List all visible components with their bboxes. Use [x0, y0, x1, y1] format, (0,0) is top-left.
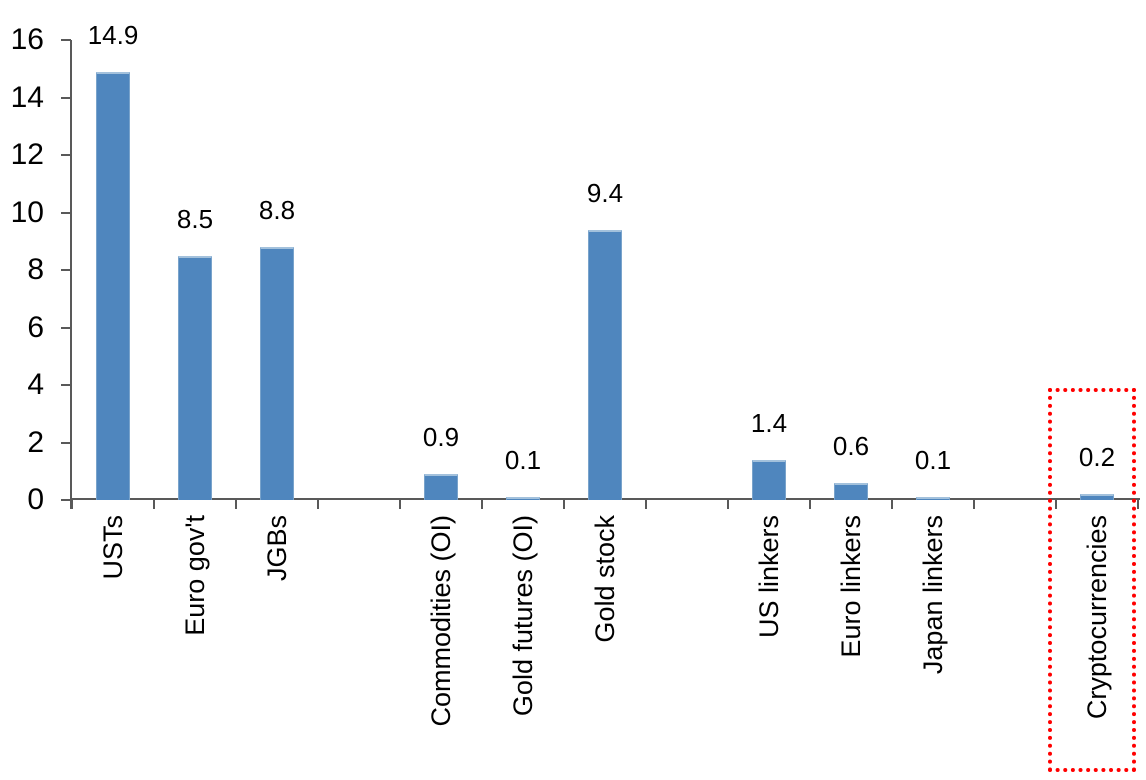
bar-euro-linkers [834, 482, 868, 500]
category-label: Euro gov't [180, 515, 210, 636]
y-tick-mark [61, 499, 71, 501]
x-tick-mark [1137, 500, 1139, 509]
bar-usts [96, 71, 130, 500]
bar-euro-gov-t [178, 255, 212, 500]
y-tick-mark [61, 154, 71, 156]
y-tick-mark [61, 211, 71, 214]
bar-commodities-oi [424, 474, 458, 500]
bar-value-label: 0.9 [422, 422, 460, 453]
bar-japan-linkers [916, 497, 950, 500]
x-tick-mark [153, 500, 155, 509]
bar-value-label: 8.8 [258, 195, 296, 225]
y-tick-label: 0 [27, 483, 44, 516]
bar-gold-futures-oi [506, 497, 540, 500]
x-tick-mark [71, 500, 73, 509]
bar-us-linkers [752, 459, 786, 500]
x-tick-mark [399, 500, 401, 509]
y-tick-mark [61, 39, 71, 41]
category-label: Commodities (OI) [426, 515, 456, 727]
y-tick-mark [61, 384, 71, 386]
category-label: Gold stock [590, 515, 620, 643]
y-tick-label: 6 [27, 310, 44, 344]
category-label: JGBs [262, 515, 292, 582]
x-tick-mark [891, 500, 893, 509]
x-tick-mark [645, 500, 647, 509]
y-tick-mark [61, 326, 71, 329]
category-label: Japan linkers [918, 515, 948, 675]
bar-value-label: 0.1 [504, 445, 542, 476]
bar-value-label: 1.4 [750, 407, 788, 438]
y-tick-label: 14 [10, 80, 44, 114]
x-tick-mark [973, 500, 975, 509]
bar-value-label: 0.1 [914, 445, 952, 476]
category-label: US linkers [754, 515, 784, 639]
x-tick-mark [1055, 500, 1057, 509]
bar-value-label: 14.9 [87, 19, 139, 50]
y-tick-mark [61, 441, 71, 444]
x-tick-mark [727, 500, 729, 509]
category-label: Euro linkers [836, 515, 866, 658]
bar-value-label: 8.5 [176, 203, 214, 234]
x-tick-mark [563, 500, 565, 509]
y-tick-mark [61, 269, 71, 271]
category-label: Gold futures (OI) [508, 515, 538, 717]
y-tick-label: 8 [27, 253, 44, 286]
x-tick-mark [317, 500, 319, 509]
bar-value-label: 0.2 [1078, 442, 1116, 473]
y-tick-label: 10 [10, 195, 44, 229]
x-tick-mark [481, 500, 483, 509]
bar-value-label: 0.6 [832, 430, 870, 461]
bar-value-label: 9.4 [586, 177, 624, 208]
bar-gold-stock [588, 229, 622, 500]
x-tick-mark [235, 500, 237, 509]
y-tick-label: 12 [10, 138, 44, 171]
highlight-box-cryptocurrencies [1048, 388, 1136, 772]
y-tick-label: 16 [10, 23, 44, 56]
y-tick-label: 4 [27, 368, 44, 401]
y-tick-label: 2 [27, 425, 44, 459]
bar-jgbs [260, 247, 294, 500]
y-tick-mark [61, 96, 71, 99]
bar-cryptocurrencies [1080, 494, 1114, 500]
x-tick-mark [809, 500, 811, 509]
category-label: USTs [98, 515, 128, 580]
y-axis-line [70, 40, 72, 509]
